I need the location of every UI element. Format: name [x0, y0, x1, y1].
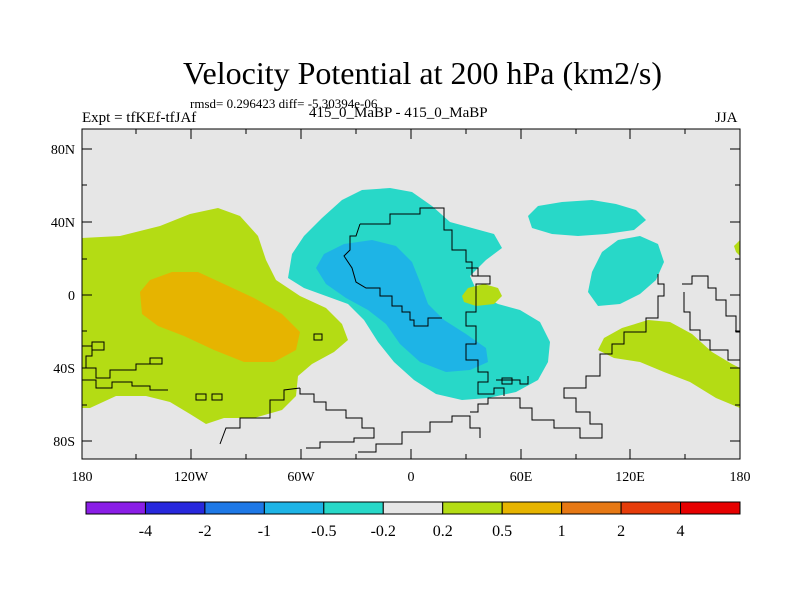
x-tick-label: 60W [287, 470, 315, 485]
colorbar: -4 -2 -1 -0.5 -0.2 0.2 0.5 1 2 4 [85, 501, 741, 540]
colorbar-box [144, 501, 206, 515]
x-tick-label: 120E [615, 470, 645, 485]
colorbar-box [263, 501, 325, 515]
coast-maritime [682, 275, 740, 333]
x-tick-label: 0 [408, 470, 415, 485]
colorbar-box [204, 501, 265, 515]
stats-label: rmsd= 0.296423 diff= -5.30394e-06 [190, 96, 378, 111]
colorbar-label: -1 [258, 523, 271, 540]
colorbar-label: -2 [198, 523, 211, 540]
negative-region-west-pacific [588, 236, 664, 306]
y-tick-label: 0 [68, 289, 75, 304]
coast-hawaii [91, 341, 105, 351]
colorbar-box [680, 501, 741, 515]
positive-core-west [140, 272, 300, 362]
x-tick-label: 120W [174, 470, 209, 485]
y-tick-label: 40N [51, 216, 75, 231]
y-tick-label: 80S [53, 435, 75, 450]
coast-small-island-2 [211, 393, 223, 401]
colorbar-label: -4 [139, 523, 152, 540]
coast-west-africa [343, 223, 442, 327]
period-label: 415_0_MaBP - 415_0_MaBP [309, 105, 488, 121]
colorbar-box [323, 501, 384, 515]
season-label: JJA [715, 110, 738, 126]
tick-marks [82, 129, 740, 459]
experiment-label: Expt = tfKEf-tfJAf [82, 110, 197, 126]
x-tick-label: 60E [510, 470, 533, 485]
positive-blob-africa [462, 284, 502, 306]
colorbar-label: 0.5 [492, 523, 512, 540]
positive-sliver-east [734, 240, 740, 256]
colorbar-label: -0.5 [311, 523, 336, 540]
coast-africa [360, 207, 505, 396]
contour-field [82, 188, 740, 453]
map-title: Velocity Potential at 200 hPa (km2/s) [182, 55, 663, 91]
colorbar-label: 2 [617, 523, 625, 540]
y-tick-label: 40S [53, 362, 75, 377]
coastlines [82, 207, 740, 453]
coast-australia [683, 292, 740, 361]
coast-south-america-east [299, 388, 375, 449]
coast-small-island-3 [313, 333, 323, 341]
x-tick-label: 180 [72, 470, 93, 485]
colorbar-box [442, 501, 503, 515]
x-tick-label: 180 [730, 470, 751, 485]
colorbar-box [561, 501, 622, 515]
colorbar-label: 0.2 [433, 523, 453, 540]
coast-pacific-chain [82, 379, 168, 391]
colorbar-label: -0.2 [371, 523, 396, 540]
coast-small-island-4 [501, 377, 513, 385]
coast-antarctica-east [470, 366, 603, 439]
y-tick-label: 80N [51, 143, 75, 158]
colorbar-label: 4 [677, 523, 685, 540]
negative-region-north-asia [528, 200, 646, 236]
coast-antarctic-peninsula [358, 415, 481, 453]
colorbar-label: 1 [558, 523, 566, 540]
coast-pacific-islands-west [82, 345, 163, 379]
x-tick-labels: 180 120W 60W 0 60E 120E 180 [72, 470, 751, 485]
colorbar-box [85, 501, 146, 515]
colorbar-box [501, 501, 563, 515]
colorbar-box [620, 501, 682, 515]
coast-small-island-1 [195, 393, 207, 401]
colorbar-box [382, 501, 444, 515]
y-tick-labels: 80N 40N 0 40S 80S [51, 143, 75, 450]
positive-region-south-pacific [598, 320, 740, 408]
coast-south-america-west [219, 387, 301, 445]
coast-arabia [466, 267, 479, 276]
coast-asia-east [599, 274, 665, 366]
